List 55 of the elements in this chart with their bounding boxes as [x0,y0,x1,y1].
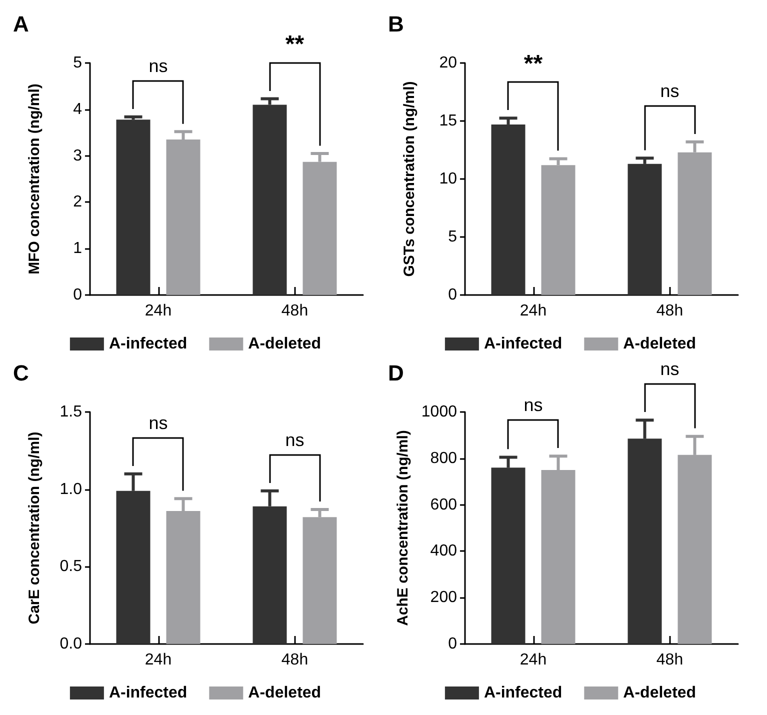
y-tick-label: 3 [73,147,82,164]
y-tick-label: 0.5 [60,558,82,576]
x-tick-label: 48h [281,302,308,320]
chart-title: C [13,360,29,386]
y-tick-label: 4 [73,100,82,118]
annotation: ns [148,412,168,433]
y-tick-label: 200 [430,589,458,606]
y-tick-label: 400 [430,542,458,560]
y-tick-label: 5 [448,228,458,246]
y-tick-label: 1000 [421,404,458,420]
y-tick-label: 5 [73,54,82,72]
legend-label: A-infected [484,684,562,702]
y-axis-title: MFO concentration (ng/ml) [26,84,43,274]
legend-label: A-infected [484,336,562,352]
y-tick-label: 10 [439,170,458,188]
bar [628,164,662,295]
legend-label: A-infected [108,684,188,702]
x-tick-label: 24h [144,302,172,320]
chart-title: A [13,12,29,36]
chart-title: D [388,360,404,386]
y-tick-label: 1.5 [60,404,82,420]
y-tick-label: 0 [448,286,458,304]
bar [116,120,150,295]
y-axis-title: GSTs concentration (ng/ml) [401,81,418,277]
y-tick-label: 2 [73,194,82,211]
y-tick-label: 1.0 [60,480,82,498]
annotation: ns [148,56,168,76]
annotation: ns [285,430,304,450]
y-tick-label: 600 [430,496,458,514]
y-tick-label: 0 [448,636,458,652]
text: ** [285,31,305,58]
y-tick-label: 1 [73,240,82,258]
annotation: ns [524,395,543,416]
legend-label: A-deleted [248,336,322,352]
y-tick-label: 20 [439,54,458,72]
chart-title: B [388,12,404,36]
y-tick-label: 0.0 [60,636,82,652]
legend-label: A-deleted [623,684,696,702]
x-tick-label: 24h [520,652,547,668]
legend-label: A-deleted [248,684,322,702]
annotation: ns [660,80,680,101]
x-tick-label: 24h [520,302,547,320]
legend-label: A-deleted [623,336,696,352]
annotation: ** [524,50,544,78]
y-tick-label: 15 [439,112,458,130]
text: ns [660,359,680,380]
legend-label: A-infected [108,336,188,352]
y-tick-label: 800 [430,450,458,467]
y-tick-label: 0 [73,286,82,304]
x-tick-label: 48h [656,652,684,668]
y-axis-title: CarE concentration (ng/ml) [26,432,43,624]
x-tick-label: 24h [144,652,172,668]
x-tick-label: 48h [656,302,684,320]
x-tick-label: 48h [281,652,308,668]
y-axis-title: AchE concentration (ng/ml) [394,430,412,626]
